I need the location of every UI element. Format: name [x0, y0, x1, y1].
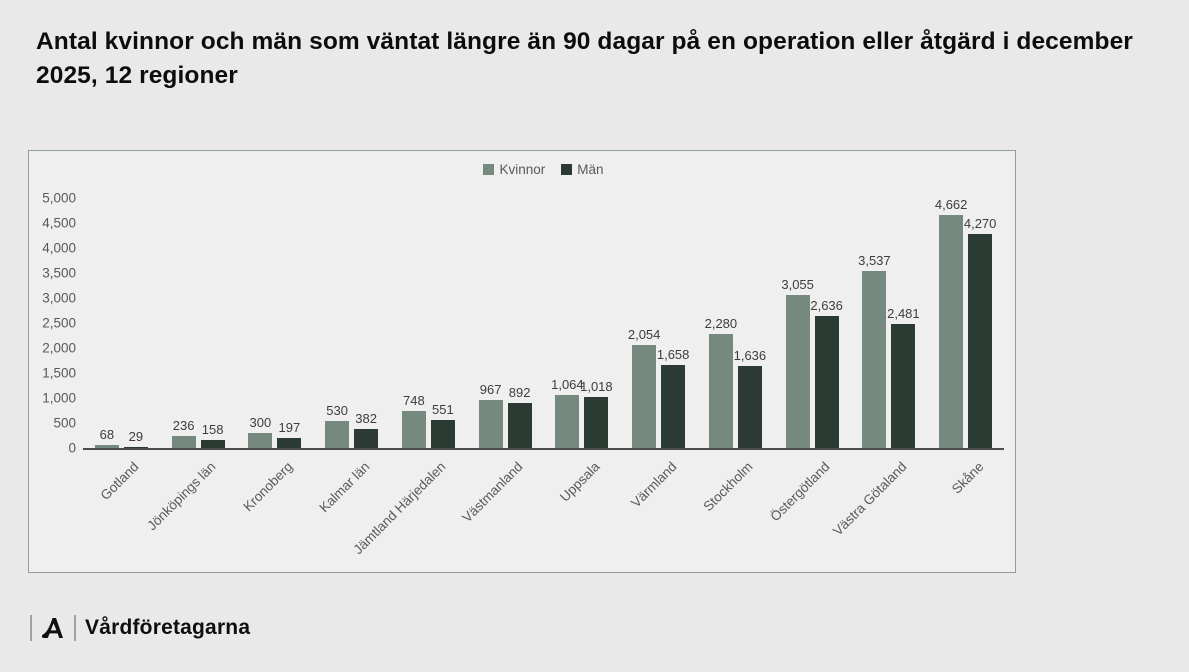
- almega-logo-mark-icon: [41, 617, 65, 639]
- y-axis-tick-label: 500: [53, 415, 76, 431]
- bar-value-label: 551: [432, 402, 454, 417]
- bar-value-label: 197: [278, 420, 301, 435]
- x-axis-label-kronoberg: Kronoberg: [240, 459, 296, 515]
- x-axis-label-ostergotland: Östergötland: [767, 459, 833, 525]
- bar-group-stockholm: 2,280 1,636: [697, 198, 774, 448]
- x-axis-label-varmland: Värmland: [627, 459, 680, 511]
- y-axis-tick-label: 4,500: [42, 215, 76, 231]
- x-axis-label-vastmanland: Västmanland: [459, 459, 526, 526]
- divider: [74, 615, 76, 641]
- bar-value-label: 236: [172, 418, 195, 433]
- bar-value-label: 1,658: [656, 347, 690, 362]
- bar-man-skane: [968, 234, 993, 448]
- chart-title: Antal kvinnor och män som väntat längre …: [36, 28, 1133, 89]
- bar-kvinnor-jonkopings-lan: [171, 436, 196, 448]
- x-axis-label-uppsala: Uppsala: [556, 459, 603, 505]
- legend-swatch-man-icon: [561, 164, 573, 175]
- x-axis-label-gotland: Gotland: [97, 459, 142, 504]
- bar-group-kalmar-lan: 530 382: [313, 198, 390, 448]
- bar-kvinnor-kalmar-lan: [325, 421, 350, 448]
- bar-kvinnor-vastmanland: [478, 400, 503, 448]
- chart-panel: Kvinnor Män 0 500 1,000 1,500 2,000 2,500 3,00…: [28, 150, 1016, 573]
- bar-kvinnor-vastra-gotaland: [862, 271, 887, 448]
- bar-value-label: 2,636: [810, 298, 843, 313]
- x-axis-label-kalmar-lan: Kalmar län: [315, 459, 373, 516]
- bar-value-label: 2,481: [887, 306, 920, 321]
- bar-kvinnor-varmland: [632, 345, 657, 448]
- bar-man-kalmar-lan: [354, 429, 379, 448]
- bar-kvinnor-gotland: [94, 445, 119, 448]
- bar-value-label: 4,270: [963, 216, 997, 231]
- y-axis-tick-label: 0: [68, 440, 76, 456]
- bar-value-label: 4,662: [934, 197, 968, 212]
- y-axis-tick-label: 2,000: [42, 340, 76, 356]
- bar-man-ostergotland: [814, 316, 839, 448]
- bar-man-jamtland-harjedalen: [430, 420, 455, 448]
- y-axis-tick-label: 3,000: [42, 290, 76, 306]
- bar-value-label: 2,054: [627, 327, 661, 342]
- bar-value-label: 158: [201, 422, 224, 437]
- bar-value-label: 3,055: [781, 277, 814, 292]
- bar-value-label: 382: [355, 411, 377, 426]
- plot-area: 68 29 236 158 300 197 530 382 748 551 967 892 1,064 1…: [83, 197, 1004, 450]
- bar-man-gotland: [123, 447, 148, 448]
- bar-man-jonkopings-lan: [200, 440, 225, 448]
- bar-group-jamtland-harjedalen: 748 551: [390, 198, 467, 448]
- y-axis-tick-label: 4,000: [42, 240, 76, 256]
- x-axis-label-vastra-gotaland: Västra Götaland: [829, 459, 910, 539]
- bar-value-label: 300: [249, 415, 272, 430]
- bar-value-label: 530: [326, 403, 348, 418]
- y-axis: 0 500 1,000 1,500 2,000 2,500 3,000 3,500 4,000 4…: [29, 191, 76, 456]
- y-axis-tick-label: 1,500: [42, 365, 76, 381]
- bar-group-vastmanland: 967 892: [467, 198, 544, 448]
- y-axis-tick-label: 1,000: [42, 390, 76, 406]
- legend-item-kvinnor: Kvinnor: [483, 162, 545, 177]
- x-axis-label-skane: Skåne: [948, 459, 987, 497]
- bar-value-label: 2,280: [704, 316, 738, 331]
- bar-group-gotland: 68 29: [83, 198, 160, 448]
- bar-value-label: 892: [508, 385, 531, 400]
- bar-kvinnor-stockholm: [708, 334, 733, 448]
- x-axis-label-jonkopings-lan: Jönköpings län: [144, 459, 219, 534]
- legend-item-man: Män: [561, 162, 604, 177]
- bar-value-label: 748: [403, 393, 425, 408]
- bar-man-kronoberg: [277, 438, 302, 448]
- bar-value-label: 68: [99, 427, 115, 442]
- bar-kvinnor-skane: [939, 215, 964, 448]
- bar-kvinnor-uppsala: [555, 395, 580, 448]
- bar-group-varmland: 2,054 1,658: [620, 198, 697, 448]
- bar-kvinnor-jamtland-harjedalen: [401, 411, 426, 448]
- bar-value-label: 1,064: [551, 377, 584, 392]
- legend-label-kvinnor: Kvinnor: [499, 162, 546, 177]
- chart-legend: Kvinnor Män: [83, 162, 1004, 177]
- legend-label-man: Män: [577, 162, 604, 177]
- bar-value-label: 967: [479, 382, 502, 397]
- y-axis-tick-label: 2,500: [42, 315, 76, 331]
- x-axis-label-stockholm: Stockholm: [700, 459, 756, 515]
- bar-man-vastmanland: [507, 403, 532, 448]
- bar-man-vastra-gotaland: [891, 324, 916, 448]
- bar-value-label: 1,018: [580, 379, 613, 394]
- brand-name: Vårdföretagarna: [85, 616, 251, 639]
- bar-group-jonkopings-lan: 236 158: [160, 198, 237, 448]
- bar-group-kronoberg: 300 197: [237, 198, 314, 448]
- bar-group-skane: 4,662 4,270: [927, 197, 1004, 448]
- y-axis-tick-label: 3,500: [42, 265, 76, 281]
- bar-value-label: 3,537: [858, 253, 891, 268]
- legend-swatch-kvinnor-icon: [483, 164, 495, 175]
- bar-group-vastra-gotaland: 3,537 2,481: [851, 198, 928, 448]
- y-axis-tick-label: 5,000: [42, 190, 76, 206]
- divider: [30, 615, 32, 641]
- bar-value-label: 1,636: [733, 348, 767, 363]
- bar-kvinnor-ostergotland: [785, 295, 810, 448]
- footer-logo: Vårdföretagarna: [30, 613, 250, 643]
- bar-kvinnor-kronoberg: [248, 433, 273, 448]
- bar-group-ostergotland: 3,055 2,636: [774, 198, 851, 448]
- bar-man-uppsala: [584, 397, 609, 448]
- bar-value-label: 29: [128, 429, 144, 444]
- bar-group-uppsala: 1,064 1,018: [544, 198, 621, 448]
- bar-man-stockholm: [737, 366, 762, 448]
- bar-man-varmland: [661, 365, 686, 448]
